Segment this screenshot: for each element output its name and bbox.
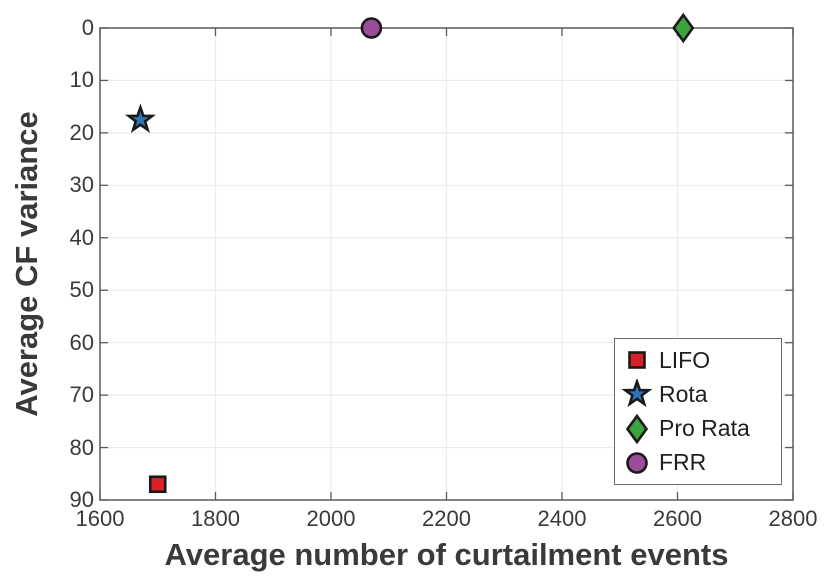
legend-item-lifo: LIFO bbox=[621, 345, 775, 375]
x-tick-label: 2400 bbox=[537, 506, 587, 531]
data-point-lifo bbox=[148, 475, 167, 494]
legend-item-frr: FRR bbox=[621, 448, 775, 478]
legend-marker bbox=[628, 351, 646, 369]
y-tick-label: 30 bbox=[69, 172, 94, 198]
star-marker-icon bbox=[621, 379, 653, 408]
data-point-frr bbox=[360, 17, 383, 39]
data-point-pro-rata bbox=[672, 12, 695, 44]
legend-label: Rota bbox=[659, 380, 708, 407]
y-tick-label: 50 bbox=[69, 277, 94, 303]
legend-marker bbox=[621, 379, 653, 408]
legend-label: Pro Rata bbox=[659, 415, 750, 442]
legend: LIFO Rota Pro Rata FRR bbox=[614, 338, 782, 485]
x-tick-label: 2800 bbox=[768, 506, 818, 531]
legend-label: FRR bbox=[659, 449, 707, 476]
y-tick-label: 0 bbox=[81, 15, 94, 40]
x-tick-label: 2200 bbox=[422, 506, 471, 531]
legend-item-rota: Rota bbox=[621, 379, 775, 409]
x-tick-label: 1800 bbox=[191, 506, 240, 531]
x-tick-label: 2600 bbox=[653, 506, 702, 531]
y-tick-label: 80 bbox=[69, 434, 94, 460]
data-point-rota bbox=[124, 103, 156, 133]
y-tick-label: 10 bbox=[69, 67, 94, 93]
x-axis-label: Average number of curtailment events bbox=[164, 537, 729, 572]
y-tick-label: 40 bbox=[69, 224, 94, 250]
y-axis-label: Average CF variance bbox=[9, 111, 44, 417]
y-tick-label: 70 bbox=[69, 382, 94, 408]
legend-label: LIFO bbox=[659, 346, 711, 373]
x-tick-label: 2000 bbox=[306, 506, 356, 531]
diamond-marker-icon bbox=[625, 413, 649, 444]
legend-marker bbox=[625, 413, 649, 444]
legend-marker bbox=[626, 452, 648, 474]
y-tick-label: 20 bbox=[69, 119, 94, 145]
legend-item-pro-rata: Pro Rata bbox=[621, 413, 775, 444]
circle-marker-icon bbox=[626, 452, 648, 474]
y-tick-label: 60 bbox=[69, 329, 94, 355]
square-marker-icon bbox=[628, 351, 646, 369]
y-tick-label: 90 bbox=[69, 487, 94, 512]
x-tick-label: 1600 bbox=[75, 506, 125, 531]
